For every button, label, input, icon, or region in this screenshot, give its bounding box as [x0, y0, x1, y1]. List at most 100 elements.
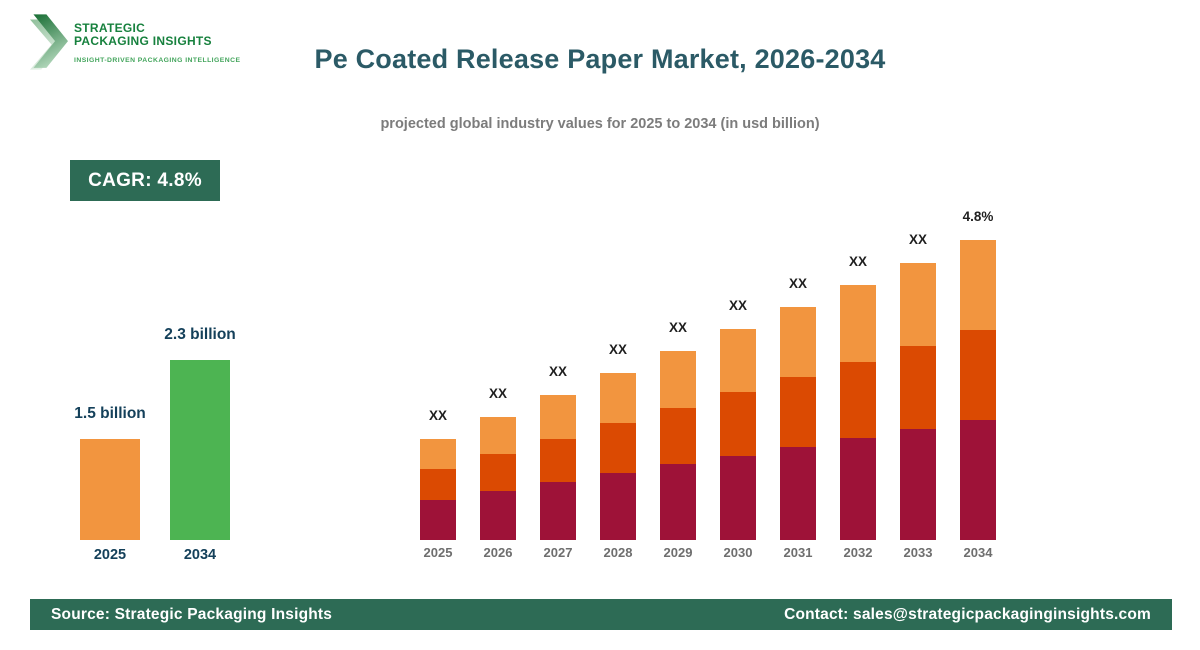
top-segment [960, 240, 996, 330]
bar-value-label: XX [488, 386, 507, 401]
x-tick-label: 2033 [903, 545, 933, 560]
chart-column-2031: XX 2031 [768, 205, 828, 560]
logo-text: STRATEGIC PACKAGING INSIGHTS INSIGHT-DRI… [74, 12, 241, 65]
bar-value-label: XX [788, 276, 807, 291]
headline-comparison-chart: 1.5 billion 2025 2.3 billion 2034 [74, 320, 236, 563]
logo: STRATEGIC PACKAGING INSIGHTS INSIGHT-DRI… [30, 12, 240, 72]
bar-value-label: XX [848, 254, 867, 269]
bar-value-label: 4.8% [962, 209, 994, 224]
stacked-bar-2025 [420, 439, 456, 540]
top-segment [480, 417, 516, 454]
stacked-bar-2034 [960, 240, 996, 540]
bar-area: XX [408, 205, 468, 540]
bar-area: XX [648, 205, 708, 540]
x-tick-label: 2032 [843, 545, 873, 560]
chart-column-2026: XX 2026 [468, 205, 528, 560]
chart-column-2032: XX 2032 [828, 205, 888, 560]
cagr-badge: CAGR: 4.8% [70, 160, 220, 201]
chart-column-2029: XX 2029 [648, 205, 708, 560]
bar-value-label: XX [908, 232, 927, 247]
x-tick-label: 2029 [663, 545, 693, 560]
bottom-segment [480, 490, 516, 540]
chart-column-2028: XX 2028 [588, 205, 648, 560]
middle-segment [960, 330, 996, 420]
bottom-segment [420, 499, 456, 540]
chart-column-2025: 1.5 billion 2025 [74, 320, 146, 563]
stacked-bar-2033 [900, 263, 936, 540]
bottom-segment [780, 446, 816, 540]
chart-column-2030: XX 2030 [708, 205, 768, 560]
bottom-segment [960, 420, 996, 540]
logo-name-line1: STRATEGIC [74, 21, 146, 35]
bar-value-label: XX [728, 298, 747, 313]
bar-value-label: XX [608, 342, 627, 357]
bottom-segment [660, 464, 696, 540]
bar-2025 [80, 439, 140, 540]
x-tick-label: 2028 [603, 545, 633, 560]
stacked-bar-2027 [540, 395, 576, 540]
logo-tagline: INSIGHT-DRIVEN PACKAGING INTELLIGENCE [74, 57, 241, 64]
middle-segment [480, 453, 516, 491]
bar-area: XX [708, 205, 768, 540]
chart-column-2034: 2.3 billion 2034 [164, 320, 236, 563]
x-tick-label: 2025 [93, 547, 127, 563]
bottom-segment [600, 473, 636, 540]
bar-area: XX [768, 205, 828, 540]
stacked-bar-2029 [660, 351, 696, 540]
chart-column-2025: XX 2025 [408, 205, 468, 560]
footer-contact: Contact: sales@strategicpackaginginsight… [784, 605, 1151, 623]
stacked-bar-2031 [780, 307, 816, 540]
chart-column-2027: XX 2027 [528, 205, 588, 560]
x-tick-label: 2026 [483, 545, 513, 560]
bar-value-label: XX [548, 364, 567, 379]
bottom-segment [540, 482, 576, 540]
x-tick-label: 2034 [963, 545, 993, 560]
middle-segment [540, 438, 576, 482]
bar-area: XX [888, 205, 948, 540]
top-segment [780, 307, 816, 377]
middle-segment [720, 392, 756, 456]
top-segment [720, 329, 756, 393]
middle-segment [840, 361, 876, 438]
bar-value-label: 2.3 billion [164, 326, 236, 343]
middle-segment [420, 469, 456, 500]
stacked-bar-2026 [480, 417, 516, 540]
top-segment [600, 373, 636, 424]
chart-column-2034: 4.8% 2034 [948, 205, 1008, 560]
bar-area: XX [828, 205, 888, 540]
bar-area: 1.5 billion [74, 320, 146, 540]
bar-area: 4.8% [948, 205, 1008, 540]
bar-value-label: XX [668, 320, 687, 335]
footer-source: Source: Strategic Packaging Insights [51, 605, 333, 623]
top-segment [900, 263, 936, 347]
page-subtitle: projected global industry values for 202… [380, 116, 820, 132]
middle-segment [900, 346, 936, 430]
stacked-bar-2030 [720, 329, 756, 540]
middle-segment [780, 376, 816, 447]
x-tick-label: 2030 [723, 545, 753, 560]
chart-column-2033: XX 2033 [888, 205, 948, 560]
logo-chevron-icon [30, 14, 68, 70]
bar-area: XX [588, 205, 648, 540]
footer-bar: Source: Strategic Packaging Insights Con… [30, 599, 1172, 630]
bottom-segment [840, 438, 876, 540]
middle-segment [600, 423, 636, 474]
x-tick-label: 2031 [783, 545, 813, 560]
x-tick-label: 2025 [423, 545, 453, 560]
bottom-segment [720, 455, 756, 540]
bar-area: 2.3 billion [164, 320, 236, 540]
bar-area: XX [528, 205, 588, 540]
logo-name-line2: PACKAGING INSIGHTS [74, 34, 212, 48]
top-segment [840, 285, 876, 362]
bar-value-label: XX [428, 408, 447, 423]
bottom-segment [900, 429, 936, 540]
yearly-stacked-chart: XX 2025 XX 2026 XX 2027 XX 2028 XX 2029 XX 2030 XX 20… [408, 205, 1008, 560]
top-segment [420, 439, 456, 470]
x-tick-label: 2034 [183, 547, 217, 563]
bar-value-label: 1.5 billion [74, 405, 146, 422]
top-segment [660, 351, 696, 408]
bar-2034 [170, 360, 230, 540]
stacked-bar-2028 [600, 373, 636, 540]
x-tick-label: 2027 [543, 545, 573, 560]
